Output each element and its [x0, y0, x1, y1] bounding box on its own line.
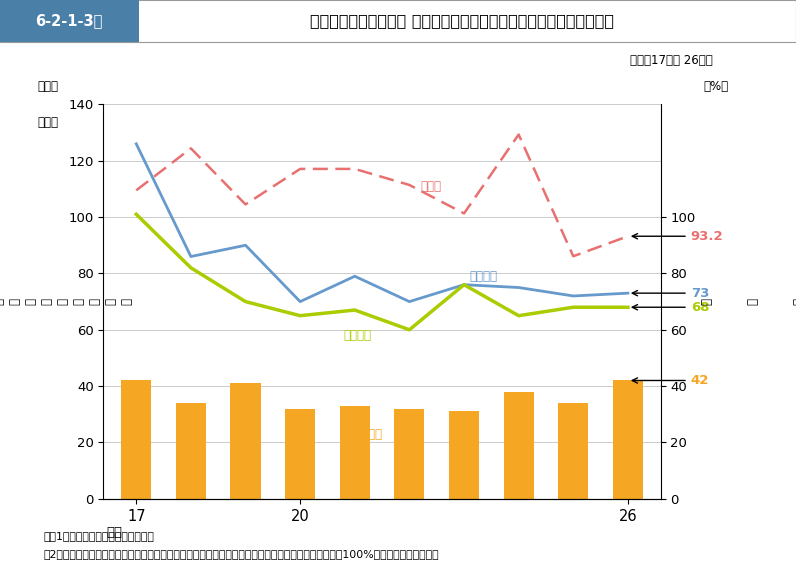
Text: （件）: （件） — [37, 116, 58, 129]
Text: 平成: 平成 — [106, 527, 123, 539]
Bar — [285, 409, 315, 499]
Bar — [231, 383, 260, 499]
Text: 73: 73 — [632, 287, 709, 300]
Bar — [504, 392, 533, 499]
Bar — [121, 380, 151, 499]
Text: （人）: （人） — [37, 79, 58, 93]
Text: 検挙件数: 検挙件数 — [344, 329, 372, 342]
Bar — [176, 403, 206, 499]
Text: （平成17年～ 26年）: （平成17年～ 26年） — [630, 54, 712, 67]
Bar — [558, 403, 588, 499]
Text: 2　検挙件数には，前年以前に認知された事件に係る検挙事件が含まれることがあるため，検挙率が100%を超える場合がある。: 2 検挙件数には，前年以前に認知された事件に係る検挙事件が含まれることがあるため… — [44, 549, 439, 559]
Text: 注　1　警察庁刑事局の資料による。: 注 1 警察庁刑事局の資料による。 — [44, 531, 154, 542]
Bar — [449, 411, 479, 499]
Text: 認知件数: 認知件数 — [470, 270, 498, 282]
Text: 68: 68 — [632, 301, 709, 314]
Bar — [394, 409, 424, 499]
Text: 検挙人員: 検挙人員 — [355, 427, 383, 440]
Text: 6-2-1-3図: 6-2-1-3図 — [36, 13, 103, 28]
Text: 認
知
件
数
・
検
挙
件
数
・
検
挙
人
員: 認 知 件 数 ・ 検 挙 件 数 ・ 検 挙 人 員 — [0, 298, 133, 305]
Bar — [340, 406, 370, 499]
Bar — [613, 380, 643, 499]
Text: 93.2: 93.2 — [632, 230, 724, 243]
Text: 検挙率: 検挙率 — [420, 180, 441, 193]
Text: わいせつ目的略取誘抴 認知件数・検挙件数・検挙人員・検挙率の推移: わいせつ目的略取誘抴 認知件数・検挙件数・検挙人員・検挙率の推移 — [310, 13, 614, 28]
Text: 検

挙

率: 検 挙 率 — [700, 298, 796, 305]
Text: 42: 42 — [632, 374, 709, 387]
Text: （%）: （%） — [704, 79, 729, 93]
